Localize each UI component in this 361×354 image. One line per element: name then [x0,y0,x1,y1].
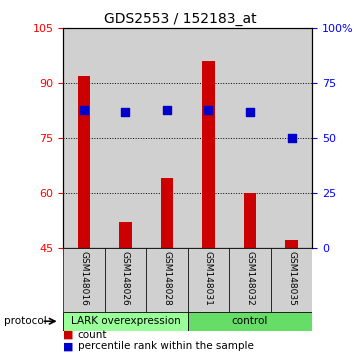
Text: GSM148026: GSM148026 [121,251,130,306]
Bar [161,178,173,248]
Bar [285,240,298,248]
Bar [229,248,271,312]
Bar [188,248,229,312]
Bar [271,248,312,312]
Bar [202,61,215,248]
Bar [105,28,146,248]
Point [81,107,87,112]
Text: control: control [232,316,268,326]
Bar [188,28,229,248]
Bar [188,312,312,331]
Text: percentile rank within the sample: percentile rank within the sample [78,341,253,351]
Bar [63,248,105,312]
Bar [146,248,188,312]
Point [122,109,129,115]
Text: GDS2553 / 152183_at: GDS2553 / 152183_at [104,12,257,27]
Text: GSM148016: GSM148016 [79,251,88,306]
Point [288,135,294,141]
Text: protocol: protocol [4,316,46,326]
Point [247,109,253,115]
Point [205,107,211,112]
Text: count: count [78,330,107,340]
Bar [63,312,188,331]
Text: GSM148031: GSM148031 [204,251,213,306]
Text: LARK overexpression: LARK overexpression [70,316,180,326]
Text: GSM148032: GSM148032 [245,251,255,306]
Point [164,107,170,112]
Bar [244,193,256,248]
Bar [271,28,312,248]
Text: GSM148035: GSM148035 [287,251,296,306]
Text: GSM148028: GSM148028 [162,251,171,306]
Bar [146,28,188,248]
Text: ■: ■ [63,341,74,351]
Bar [229,28,271,248]
Bar [63,28,105,248]
Bar [119,222,132,248]
Bar [105,248,146,312]
Bar [78,76,90,248]
Text: ■: ■ [63,330,74,340]
